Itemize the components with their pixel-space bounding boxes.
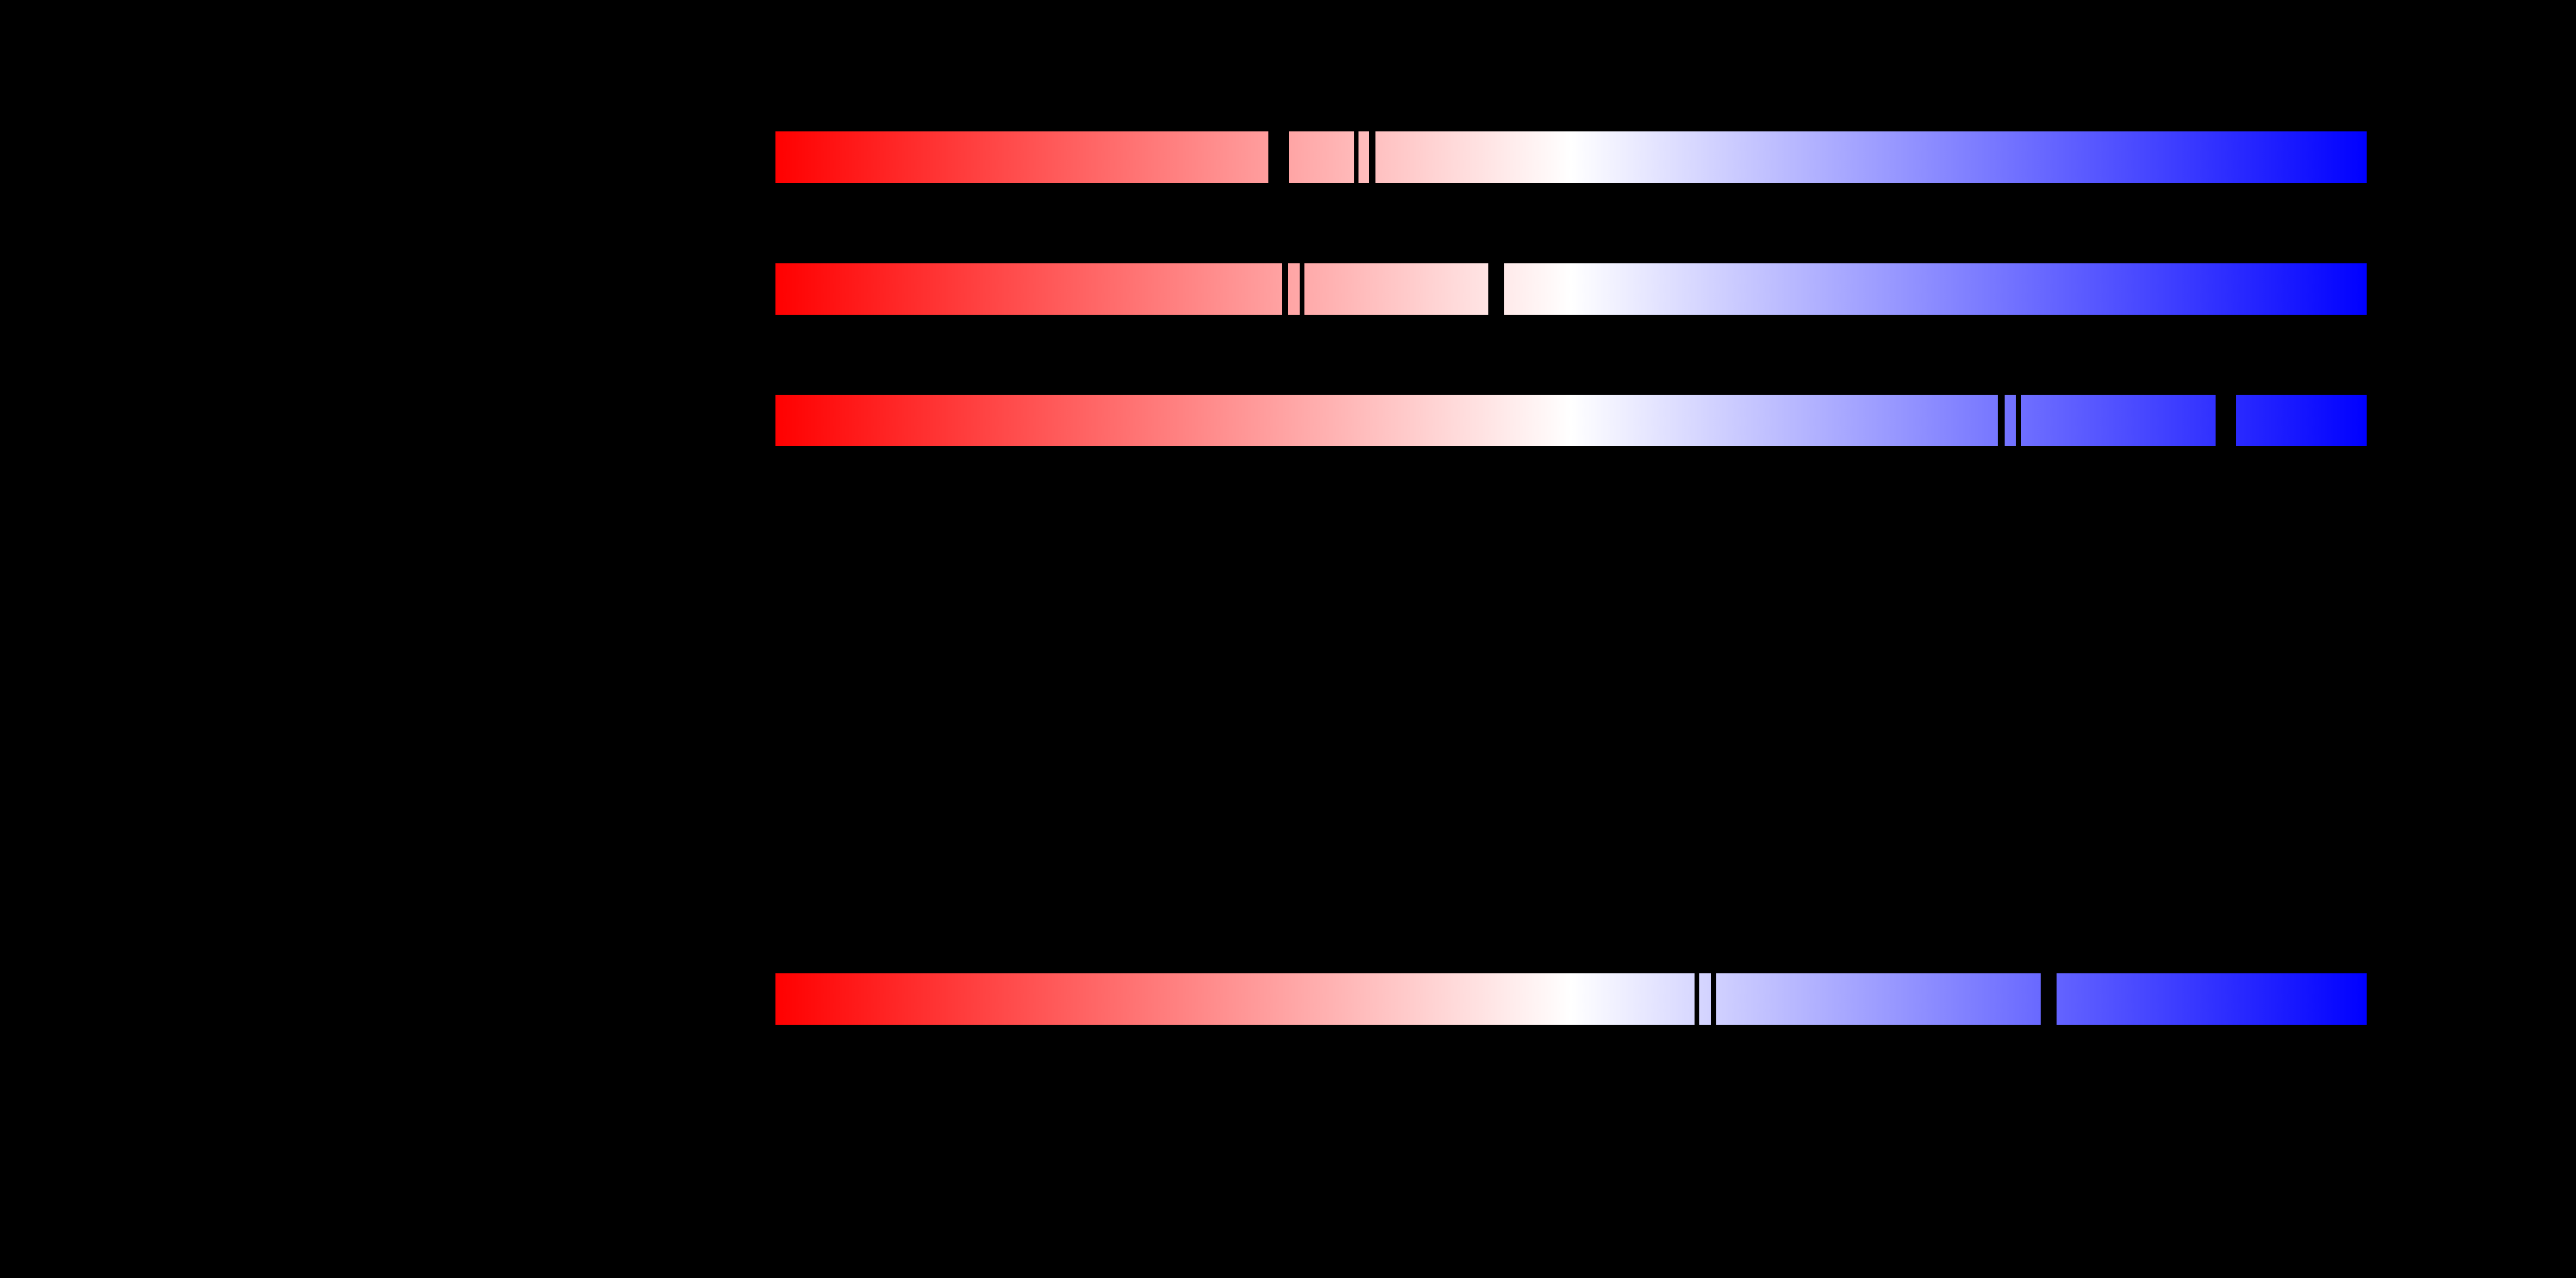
segment-separator — [1369, 131, 1375, 183]
segment-gap — [2041, 973, 2057, 1025]
gradient-track-2 — [775, 263, 2367, 315]
segment-gap — [1268, 131, 1289, 183]
gradient-track-4 — [775, 973, 2367, 1025]
segment-separator — [1998, 394, 2005, 447]
segment-separator — [1695, 973, 1699, 1025]
segment-separator — [1354, 131, 1358, 183]
segment-separator — [1711, 973, 1716, 1025]
segment-separator — [1300, 263, 1304, 315]
segment-separator — [1282, 263, 1288, 315]
gradient-track-1 — [775, 131, 2367, 183]
segment-separator — [2016, 394, 2021, 447]
segment-gap — [2216, 394, 2236, 447]
segment-gap — [1488, 263, 1504, 315]
gradient-track-3 — [775, 394, 2367, 447]
